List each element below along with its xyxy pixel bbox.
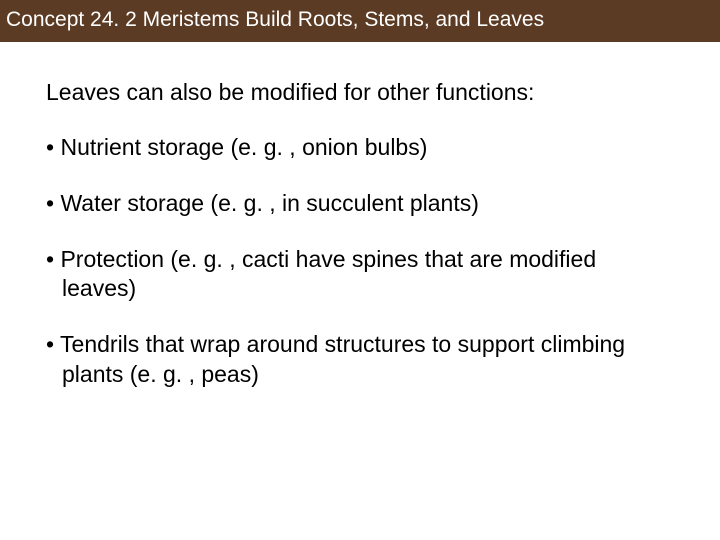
bullet-list: Nutrient storage (e. g. , onion bulbs) W… bbox=[46, 133, 674, 390]
list-item: Tendrils that wrap around structures to … bbox=[46, 330, 674, 390]
list-item: Nutrient storage (e. g. , onion bulbs) bbox=[46, 133, 674, 163]
list-item: Protection (e. g. , cacti have spines th… bbox=[46, 245, 674, 305]
slide-title: Concept 24. 2 Meristems Build Roots, Ste… bbox=[6, 8, 544, 31]
intro-text: Leaves can also be modified for other fu… bbox=[46, 78, 674, 107]
list-item: Water storage (e. g. , in succulent plan… bbox=[46, 189, 674, 219]
slide-content: Leaves can also be modified for other fu… bbox=[0, 42, 720, 390]
slide-header: Concept 24. 2 Meristems Build Roots, Ste… bbox=[0, 0, 720, 42]
